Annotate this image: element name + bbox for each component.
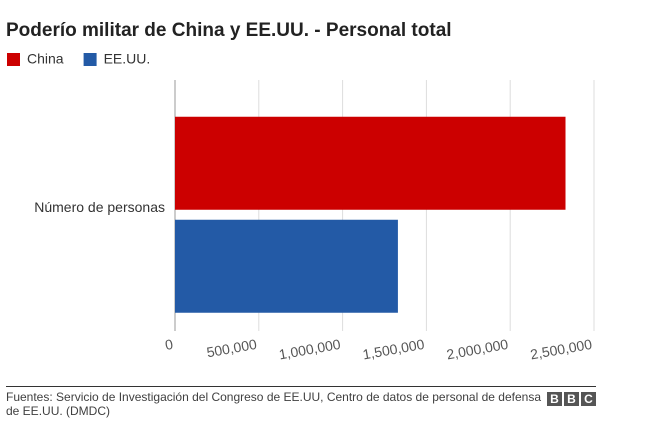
logo-letter: B bbox=[547, 392, 562, 406]
legend-label: China bbox=[27, 51, 64, 67]
bar bbox=[175, 219, 398, 313]
x-tick-label: 2,000,000 bbox=[445, 336, 509, 363]
x-tick-label: 500,000 bbox=[205, 336, 258, 361]
y-tick-label: Número de personas bbox=[34, 199, 165, 215]
x-tick-label: 1,500,000 bbox=[361, 336, 425, 363]
logo-letter: B bbox=[564, 392, 579, 406]
bar bbox=[175, 116, 566, 210]
source: Fuentes: Servicio de Investigación del C… bbox=[6, 390, 541, 418]
legend-label: EE.UU. bbox=[104, 51, 151, 67]
legend-swatch bbox=[83, 53, 97, 66]
legend-swatch bbox=[7, 53, 20, 66]
bbc-logo: B B C bbox=[547, 392, 596, 406]
footer: Fuentes: Servicio de Investigación del C… bbox=[6, 386, 596, 418]
x-tick-label: 2,500,000 bbox=[529, 336, 593, 363]
logo-letter: C bbox=[581, 392, 596, 406]
chart-title: Poderío militar de China y EE.UU. - Pers… bbox=[6, 20, 452, 41]
x-tick-label: 0 bbox=[164, 336, 175, 353]
chart: Poderío militar de China y EE.UU. - Pers… bbox=[6, 20, 595, 363]
x-tick-label: 1,000,000 bbox=[278, 336, 342, 363]
